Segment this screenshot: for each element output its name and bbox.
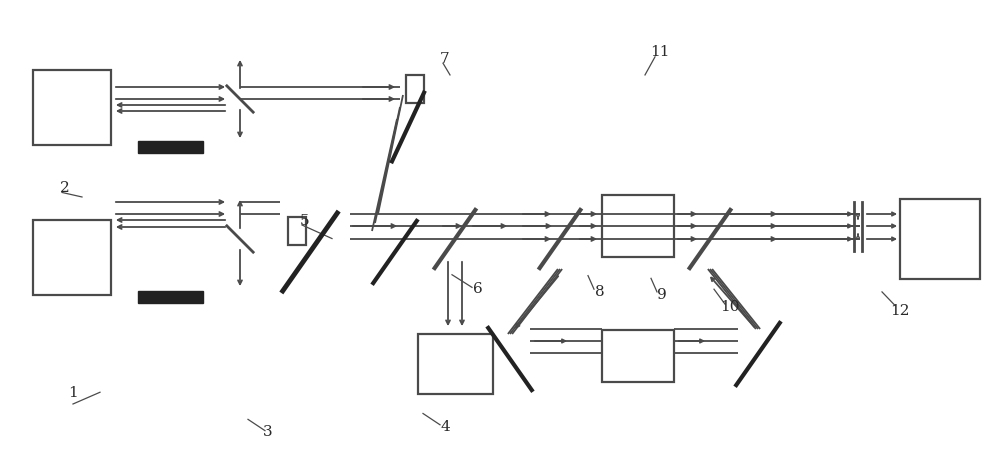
Text: 10: 10	[720, 300, 740, 313]
Bar	[602, 330, 674, 382]
Bar	[900, 199, 980, 279]
Text: 1: 1	[68, 386, 78, 399]
Bar	[288, 217, 306, 245]
Text: 4: 4	[440, 419, 450, 433]
Text: 8: 8	[595, 284, 605, 298]
Bar	[33, 70, 111, 145]
Bar	[138, 291, 203, 304]
Bar	[406, 76, 424, 104]
Text: 7: 7	[440, 52, 450, 65]
Bar	[138, 142, 203, 154]
Text: 9: 9	[657, 287, 667, 301]
Bar	[418, 334, 493, 394]
Bar	[33, 220, 111, 295]
Text: 6: 6	[473, 282, 483, 295]
Text: 11: 11	[650, 45, 670, 59]
Bar	[602, 196, 674, 258]
Text: 3: 3	[263, 424, 273, 437]
Text: 12: 12	[890, 304, 910, 317]
Text: 5: 5	[300, 214, 310, 228]
Text: 2: 2	[60, 180, 70, 194]
